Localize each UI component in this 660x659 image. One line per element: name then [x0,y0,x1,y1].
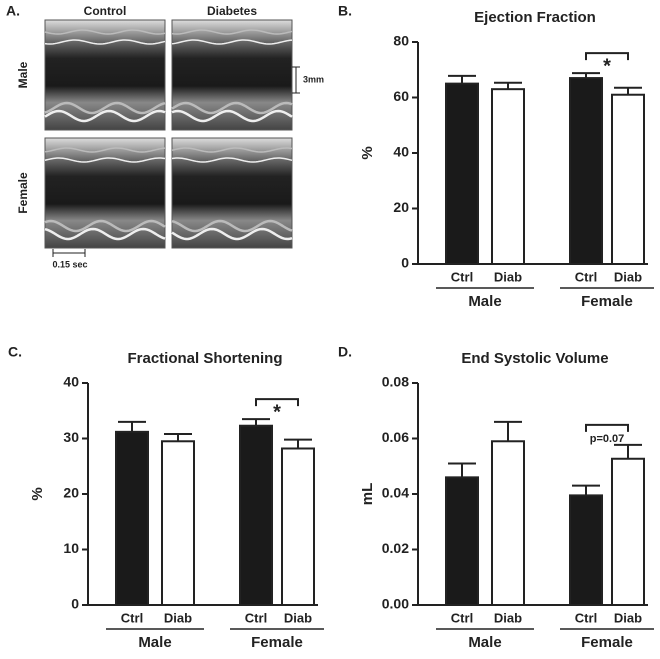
annotation: * [273,401,281,423]
bar [115,430,149,606]
y-tick-label: 20 [63,485,79,501]
echo-wave [171,109,293,123]
group-label: Male [468,293,501,310]
echo-wave [171,39,293,45]
y-tick-label: 10 [63,540,79,556]
scale-label: 3mm [303,74,324,84]
echo-wave [44,29,166,35]
group-label: Female [581,634,633,651]
x-tick-label: Diab [614,269,642,284]
y-tick-label: 0 [71,596,79,612]
y-tick-label: 0.08 [382,374,409,390]
x-tick-label: Ctrl [245,610,267,625]
panel-label: A. [6,3,20,19]
column-label: Control [84,4,127,18]
row-label: Female [16,172,30,214]
y-tick-label: 30 [63,429,79,445]
bar [569,494,603,607]
x-tick-label: Diab [494,610,522,625]
significance-bracket [585,52,629,61]
chart-title: Fractional Shortening [127,350,282,367]
chart-title: End Systolic Volume [461,350,608,367]
x-tick-label: Ctrl [575,269,597,284]
echo-wave [44,219,166,233]
y-tick-label: 80 [393,33,409,49]
y-tick-label: 60 [393,88,409,104]
chart-title: Ejection Fraction [474,9,596,26]
bar [569,77,603,265]
group-label: Male [138,634,171,651]
echo-wave [171,147,293,153]
panel-label: C. [8,344,22,360]
echo-image [44,137,166,249]
scale-label: 0.15 sec [52,259,87,269]
x-tick-label: Diab [284,610,312,625]
echo-wave [171,157,293,163]
bar [161,440,195,606]
echo-wave [44,227,166,241]
x-tick-label: Diab [494,269,522,284]
bar [281,447,315,606]
group-label: Female [251,634,303,651]
panel-label: B. [338,3,352,19]
y-tick-label: 0.06 [382,429,409,445]
annotation: * [603,55,611,77]
x-tick-label: Ctrl [121,610,143,625]
echo-image [171,19,293,131]
y-tick-label: 20 [393,199,409,215]
echo-image [44,19,166,131]
bar [445,476,479,607]
echo-image [171,137,293,249]
echo-wave [44,39,166,45]
y-axis-label: mL [359,483,376,506]
y-tick-label: 40 [393,144,409,160]
y-tick-label: 0 [401,255,409,271]
echo-wave [44,147,166,153]
x-tick-label: Ctrl [451,269,473,284]
echo-wave [44,157,166,163]
row-label: Male [16,61,30,88]
x-tick-label: Diab [164,610,192,625]
y-axis-label: % [29,487,46,500]
echo-wave [171,227,293,241]
column-label: Diabetes [207,4,257,18]
significance-bracket [585,423,629,432]
bar [611,457,645,606]
echo-wave [44,109,166,123]
bar [611,93,645,265]
significance-bracket [255,398,299,407]
y-tick-label: 0.00 [382,596,409,612]
bar [491,88,525,265]
group-label: Female [581,293,633,310]
y-tick-label: 40 [63,374,79,390]
echo-wave [171,101,293,115]
bar [491,440,525,606]
group-label: Male [468,634,501,651]
x-tick-label: Ctrl [451,610,473,625]
x-tick-label: Diab [614,610,642,625]
y-axis-label: % [359,146,376,159]
bar [239,424,273,606]
panel-a: A. Control Diabetes Male Female 3mm 0.15… [6,3,324,270]
bar [445,82,479,265]
y-tick-label: 0.04 [382,485,409,501]
echo-wave [171,29,293,35]
echo-images [44,19,293,249]
annotation: p=0.07 [590,433,625,445]
echo-wave [171,219,293,233]
panel-label: D. [338,344,352,360]
echo-wave [44,101,166,115]
x-tick-label: Ctrl [575,610,597,625]
y-tick-label: 0.02 [382,540,409,556]
